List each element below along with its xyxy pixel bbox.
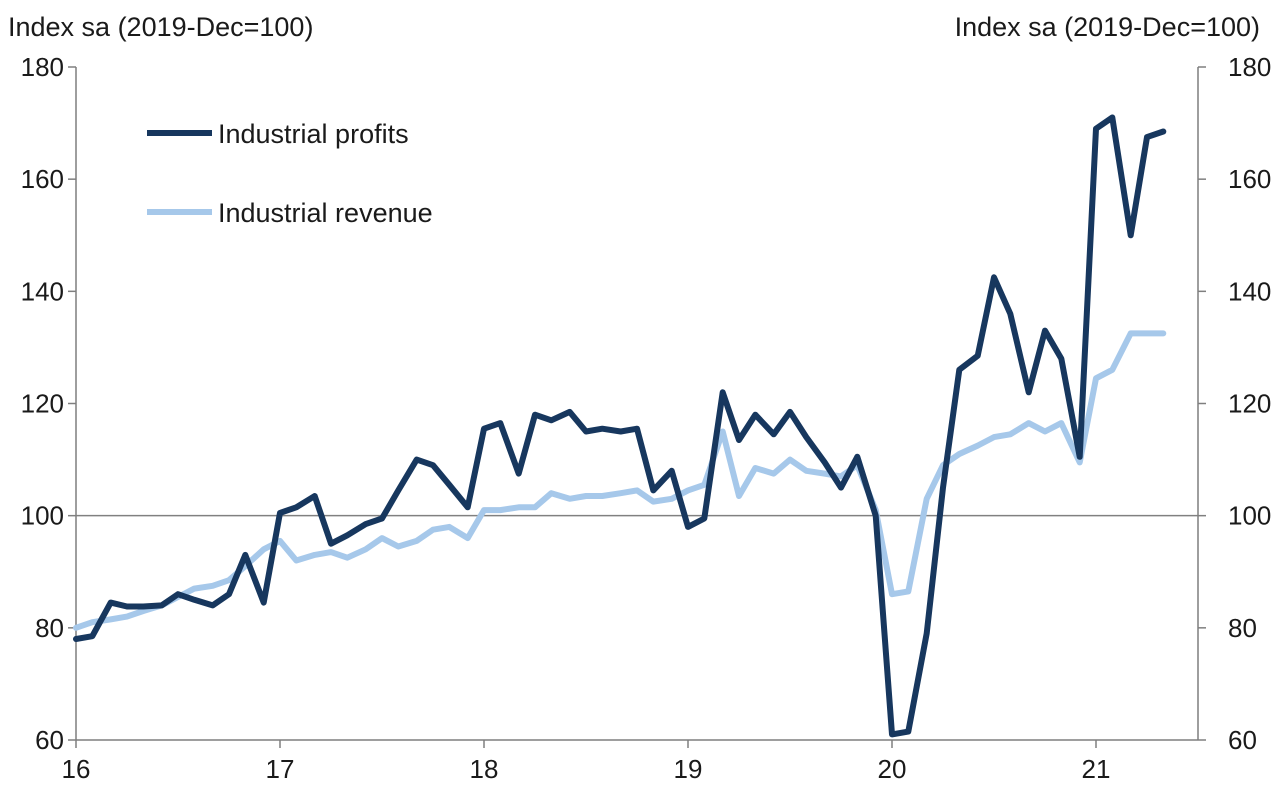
x-tick-label: 20 bbox=[878, 754, 907, 784]
y-tick-label-left: 100 bbox=[21, 501, 64, 531]
series-line-industrial-revenue bbox=[73, 330, 1167, 631]
y-tick-label-right: 100 bbox=[1228, 501, 1271, 531]
y-axis-title-right: Index sa (2019-Dec=100) bbox=[954, 12, 1260, 42]
x-tick-label: 19 bbox=[674, 754, 703, 784]
y-tick-label-left: 120 bbox=[21, 389, 64, 419]
series-line-industrial-profits bbox=[73, 114, 1167, 738]
y-tick-label-right: 80 bbox=[1228, 613, 1257, 643]
y-tick-label-right: 180 bbox=[1228, 52, 1271, 82]
y-tick-label-left: 80 bbox=[35, 613, 64, 643]
y-axis-title-left: Index sa (2019-Dec=100) bbox=[8, 12, 314, 42]
y-tick-label-left: 160 bbox=[21, 164, 64, 194]
x-tick-label: 21 bbox=[1082, 754, 1111, 784]
y-tick-label-left: 60 bbox=[35, 725, 64, 755]
axes: 60 80 100 120 140 160 180 60 80 100 120 140 160 180 16… bbox=[21, 52, 1272, 784]
legend-label-industrial-revenue: Industrial revenue bbox=[218, 198, 433, 228]
x-tick-label: 18 bbox=[470, 754, 499, 784]
series-lines bbox=[73, 114, 1167, 738]
x-tick-label: 17 bbox=[266, 754, 295, 784]
y-tick-label-left: 140 bbox=[21, 276, 64, 306]
y-tick-label-right: 160 bbox=[1228, 164, 1271, 194]
y-tick-label-left: 180 bbox=[21, 52, 64, 82]
y-tick-label-right: 140 bbox=[1228, 276, 1271, 306]
y-tick-label-right: 120 bbox=[1228, 389, 1271, 419]
y-tick-label-right: 60 bbox=[1228, 725, 1257, 755]
legend: Industrial profits Industrial revenue bbox=[147, 119, 433, 228]
legend-label-industrial-profits: Industrial profits bbox=[218, 119, 409, 149]
x-tick-label: 16 bbox=[62, 754, 91, 784]
